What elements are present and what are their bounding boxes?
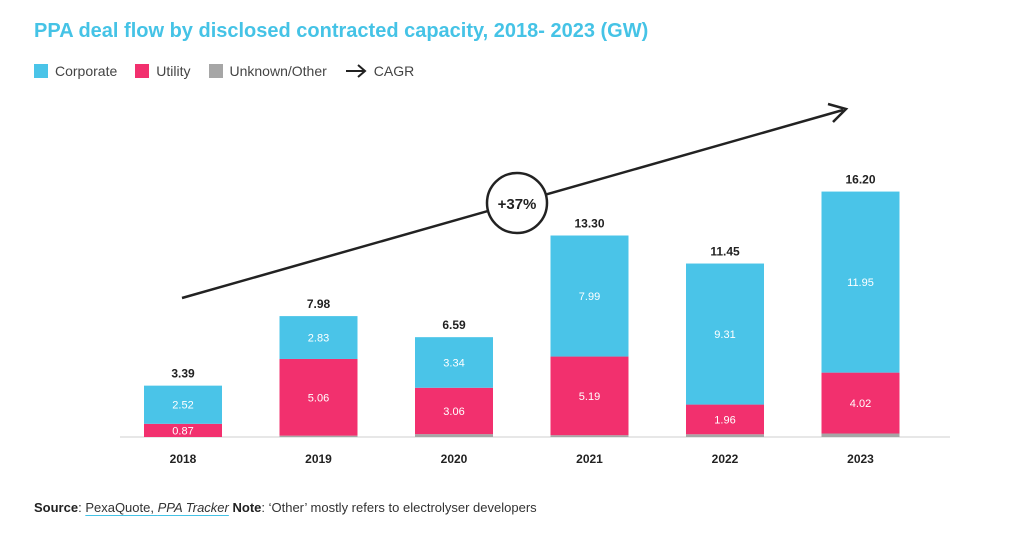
x-tick-label-2023: 2023 [847, 452, 874, 466]
data-label-utility-2022: 1.96 [714, 414, 735, 426]
data-label-corporate-2019: 2.83 [308, 333, 329, 345]
total-label-2022: 11.45 [710, 245, 740, 259]
bar-utility-2019 [279, 358, 358, 436]
legend-label-utility: Utility [156, 63, 191, 79]
bar-corporate-2018 [144, 385, 222, 424]
x-tick-label-2019: 2019 [305, 452, 332, 466]
legend-item-corporate: Corporate [34, 63, 117, 79]
data-label-utility-2020: 3.06 [443, 406, 464, 418]
bar-unknown-other-2019 [279, 435, 358, 437]
legend-item-cagr: CAGR [345, 63, 414, 79]
source-label: Source [34, 500, 79, 515]
legend-swatch-corporate [34, 64, 48, 78]
bar-unknown-other-2020 [415, 434, 493, 437]
data-label-corporate-2021: 7.99 [579, 291, 600, 303]
bar-utility-2020 [415, 387, 493, 435]
x-tick-label-2021: 2021 [576, 452, 603, 466]
bar-utility-2022 [686, 404, 764, 435]
legend-swatch-other [208, 64, 223, 78]
right-arrow-icon [345, 64, 367, 78]
note-text: : ‘Other’ mostly refers to electrolyser … [261, 500, 537, 515]
bar-unknown-other-2021 [550, 435, 629, 437]
source-link[interactable]: PexaQuote, PPA Tracker [85, 500, 229, 515]
bar-utility-2023 [821, 372, 900, 434]
x-tick-label-2022: 2022 [712, 452, 739, 466]
footer-note: Source: PexaQuote, PPA Tracker Note: ‘Ot… [34, 500, 537, 515]
total-label-2019: 7.98 [307, 297, 331, 311]
legend-label-corporate: Corporate [55, 63, 118, 79]
x-tick-label-2018: 2018 [170, 452, 197, 466]
data-label-utility-2018: 0.87 [172, 425, 193, 437]
bar-corporate-2020 [415, 337, 493, 388]
x-tick-label-2020: 2020 [441, 452, 468, 466]
legend-label-cagr: CAGR [373, 63, 415, 79]
legend-item-other: Unknown/Other [208, 63, 327, 79]
bar-utility-2018 [144, 423, 222, 437]
total-label-2020: 6.59 [442, 318, 466, 332]
data-label-corporate-2018: 2.52 [172, 400, 193, 412]
bar-unknown-other-2022 [686, 434, 764, 437]
cagr-circle [485, 171, 549, 235]
bar-corporate-2023 [821, 191, 900, 373]
bar-corporate-2019 [279, 316, 358, 359]
total-label-2023: 16.20 [845, 173, 875, 187]
cagr-arrow-head [827, 102, 849, 123]
data-label-utility-2021: 5.19 [579, 391, 600, 403]
data-label-corporate-2023: 11.95 [847, 277, 874, 289]
bar-utility-2021 [550, 356, 629, 436]
data-label-corporate-2020: 3.34 [443, 357, 464, 369]
total-label-2018: 3.39 [171, 367, 195, 381]
data-label-corporate-2022: 9.31 [714, 329, 735, 341]
legend-item-utility: Utility [135, 63, 191, 79]
legend: Corporate Utility Unknown/Other CAGR [34, 60, 414, 82]
bar-corporate-2022 [686, 263, 764, 405]
note-label: Note [232, 500, 262, 515]
chart-title: PPA deal flow by disclosed contracted ca… [34, 20, 649, 42]
total-label-2021: 13.30 [574, 217, 604, 231]
data-label-utility-2019: 5.06 [308, 392, 329, 404]
legend-label-other: Unknown/Other [229, 63, 327, 79]
data-label-utility-2023: 4.02 [850, 398, 871, 410]
cagr-annotation-label: +37% [498, 196, 537, 213]
bar-unknown-other-2023 [821, 433, 900, 437]
legend-swatch-utility [135, 64, 150, 78]
bar-corporate-2021 [550, 235, 629, 357]
